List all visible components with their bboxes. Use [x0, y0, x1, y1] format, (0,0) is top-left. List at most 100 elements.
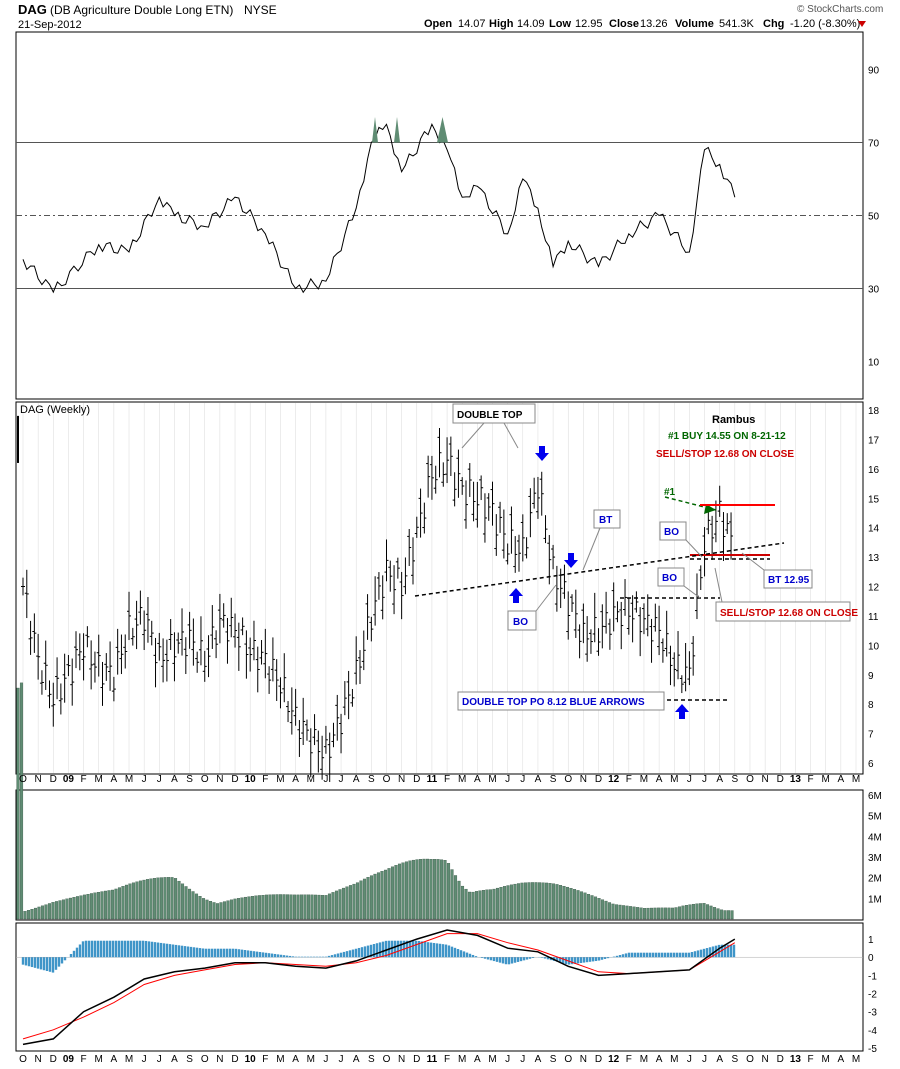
- macd-hist-bar: [453, 947, 457, 958]
- macd-hist-bar: [102, 940, 106, 958]
- price-bar: [58, 683, 63, 715]
- volume-bar: [72, 897, 76, 920]
- bt-1295-label: BT 12.95: [768, 575, 810, 586]
- price-bar: [270, 637, 275, 682]
- close-value: 13.26: [640, 18, 668, 30]
- macd-hist-bar: [315, 956, 319, 958]
- x-tick-label: D: [50, 774, 57, 785]
- price-bar: [588, 629, 593, 654]
- volume-bar: [121, 886, 125, 920]
- price-bar: [395, 557, 400, 579]
- macd-hist-bar: [186, 946, 190, 958]
- x-tick-label: J: [687, 1054, 692, 1065]
- price-bar: [426, 455, 431, 498]
- bt-1295-box: [763, 569, 813, 589]
- x-tick-label: A: [838, 1054, 845, 1065]
- macd-hist-bar: [540, 957, 544, 958]
- price-bar: [452, 472, 457, 507]
- bo-label-upper: BO: [664, 527, 679, 538]
- macd-hist-bar: [171, 944, 175, 958]
- price-bar: [464, 480, 469, 529]
- macd-hist-bar: [519, 957, 523, 962]
- macd-hist-bar: [90, 940, 94, 958]
- x-tick-label: D: [50, 1054, 57, 1065]
- price-bar: [721, 512, 726, 562]
- x-tick-label: J: [339, 1054, 344, 1065]
- price-y-tick: 6: [868, 759, 874, 770]
- price-bar: [28, 620, 33, 655]
- x-tick-label: O: [746, 774, 754, 785]
- x-tick-label: O: [564, 1054, 572, 1065]
- volume-bar: [726, 910, 731, 920]
- volume-bar: [19, 682, 24, 920]
- bt-pointer: [582, 527, 601, 571]
- volume-bar: [107, 890, 111, 920]
- price-bar: [460, 477, 465, 495]
- volume-bar: [681, 905, 685, 920]
- price-bar: [615, 601, 620, 623]
- volume-bar: [569, 888, 573, 920]
- volume-bar: [446, 863, 451, 920]
- macd-hist-bar: [324, 956, 328, 958]
- x-tick-label: J: [702, 774, 707, 785]
- macd-hist-bar: [636, 952, 640, 958]
- macd-hist-bar: [276, 954, 280, 958]
- macd-hist-bar: [84, 940, 88, 958]
- price-bar: [286, 701, 291, 723]
- chart-date: 21-Sep-2012: [18, 19, 82, 31]
- volume-bar: [124, 884, 129, 920]
- volume-bar: [310, 894, 314, 920]
- price-bar: [403, 557, 408, 595]
- macd-hist-bar: [627, 952, 631, 958]
- macd-hist-bar: [423, 941, 427, 958]
- macd-hist-bar: [351, 949, 355, 958]
- macd-hist-bar: [375, 943, 379, 958]
- price-bar: [293, 688, 298, 726]
- price-bar: [312, 714, 317, 746]
- macd-hist-bar: [189, 946, 193, 958]
- volume-bar: [387, 868, 391, 920]
- macd-hist-bar: [105, 940, 109, 958]
- close-label: Close: [609, 18, 639, 30]
- macd-hist-bar: [576, 957, 580, 964]
- macd-hist-bar: [60, 957, 64, 964]
- price-bar: [532, 477, 537, 509]
- buy-label: #1 BUY 14.55 ON 8-21-12: [668, 431, 786, 442]
- price-bar: [657, 605, 662, 656]
- macd-hist-bar: [384, 940, 388, 958]
- macd-hist-bar: [141, 940, 145, 958]
- volume-bar: [369, 875, 374, 920]
- volume-bar: [194, 893, 199, 920]
- price-bar: [517, 534, 522, 572]
- price-bar: [180, 608, 185, 656]
- x-tick-label: M: [276, 1054, 284, 1065]
- price-bar: [539, 471, 544, 516]
- chg-label: Chg: [763, 18, 784, 30]
- x-tick-label: 13: [790, 1054, 802, 1065]
- x-tick-label: S: [186, 774, 193, 785]
- macd-hist-bar: [699, 949, 703, 958]
- macd-hist-bar: [168, 944, 172, 958]
- volume-bar: [702, 903, 706, 920]
- volume-bar: [282, 894, 286, 920]
- macd-hist-bar: [672, 952, 676, 958]
- volume-bar: [51, 902, 55, 920]
- volume-bar: [408, 860, 412, 920]
- price-bar: [161, 638, 166, 683]
- volume-y-tick: 2M: [868, 874, 882, 885]
- macd-hist-bar: [303, 956, 307, 958]
- volume-bar: [338, 889, 342, 920]
- macd-hist-bar: [237, 949, 241, 958]
- x-tick-label: N: [580, 1054, 587, 1065]
- price-bar: [365, 594, 370, 640]
- macd-hist-bar: [72, 950, 76, 958]
- x-tick-label: F: [626, 1054, 632, 1065]
- price-panel-label: DAG (Weekly): [20, 404, 90, 416]
- macd-hist-bar: [120, 940, 124, 958]
- price-bar: [592, 592, 597, 643]
- volume-bar: [264, 894, 269, 920]
- volume-bar: [691, 903, 696, 920]
- rsi-y-tick: 50: [868, 212, 880, 223]
- price-bar: [717, 485, 722, 517]
